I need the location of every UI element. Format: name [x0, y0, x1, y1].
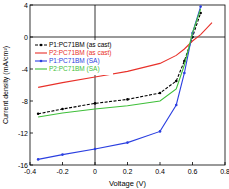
zero-axis-line — [30, 37, 225, 38]
y-tick — [30, 101, 33, 102]
legend-label: P2:PC71BM (SA) — [49, 65, 100, 73]
legend-swatch — [35, 52, 47, 53]
y-tick-label: -12 — [18, 130, 28, 137]
series-point — [159, 92, 162, 95]
legend-marker — [40, 44, 43, 47]
x-tick-label: 0.2 — [123, 168, 133, 175]
series-point — [37, 158, 40, 161]
x-tick-label: -0.2 — [56, 168, 68, 175]
y-tick-label: 4 — [24, 2, 28, 9]
legend-label: P1:PC71BM (as cast) — [49, 41, 112, 49]
y-tick-label: -16 — [18, 162, 28, 169]
series-line — [38, 23, 212, 88]
x-tick — [192, 162, 193, 165]
legend: P1:PC71BM (as cast)P2:PC71BM (as cast)P1… — [33, 40, 113, 75]
series-point — [37, 113, 40, 116]
series-point — [199, 5, 202, 8]
series-point — [126, 141, 129, 144]
x-tick — [30, 162, 31, 165]
x-tick-label: 0 — [93, 168, 97, 175]
x-tick — [95, 162, 96, 165]
y-tick-label: -8 — [22, 98, 28, 105]
x-tick-label: 0.8 — [220, 168, 229, 175]
legend-swatch — [35, 60, 47, 61]
legend-label: P1:PC71BM (SA) — [49, 57, 100, 65]
x-tick — [225, 162, 226, 165]
zero-axis-line — [95, 5, 96, 165]
legend-box — [33, 40, 113, 75]
y-tick — [30, 133, 33, 134]
series-point — [61, 153, 64, 156]
series-point — [94, 102, 97, 105]
x-tick — [160, 162, 161, 165]
x-tick — [62, 162, 63, 165]
series-point — [126, 98, 129, 101]
x-axis-title: Voltage (V) — [109, 179, 147, 188]
legend-swatch — [35, 68, 47, 69]
series-point — [175, 104, 178, 107]
y-axis-title: Current density (mA/cm²) — [2, 46, 10, 124]
series-line — [38, 13, 200, 114]
series-point — [183, 72, 186, 75]
legend-marker — [40, 60, 43, 63]
y-tick-label: 0 — [24, 34, 28, 41]
x-tick-label: 0.6 — [188, 168, 198, 175]
x-tick — [127, 162, 128, 165]
x-tick-label: 0.4 — [155, 168, 165, 175]
series-point — [94, 148, 97, 151]
series-line — [38, 9, 200, 117]
series-group — [37, 5, 212, 160]
y-tick-label: -4 — [22, 66, 28, 73]
y-tick — [30, 5, 33, 6]
series-point — [175, 80, 178, 83]
legend-label: P2:PC71BM (as cast) — [49, 49, 112, 57]
x-tick-label: -0.4 — [24, 168, 36, 175]
y-tick — [30, 37, 33, 38]
legend-swatch — [35, 44, 47, 45]
series-line — [38, 7, 200, 160]
chart: -0.4 -0.2 0 0.2 0.4 0.6 0.8 -16 -12 -8 -4 0 4 Voltage… — [0, 0, 229, 189]
series-point — [159, 130, 162, 133]
plot-frame — [30, 5, 225, 165]
y-tick — [30, 69, 33, 70]
y-tick — [30, 165, 33, 166]
series-point — [61, 108, 64, 111]
